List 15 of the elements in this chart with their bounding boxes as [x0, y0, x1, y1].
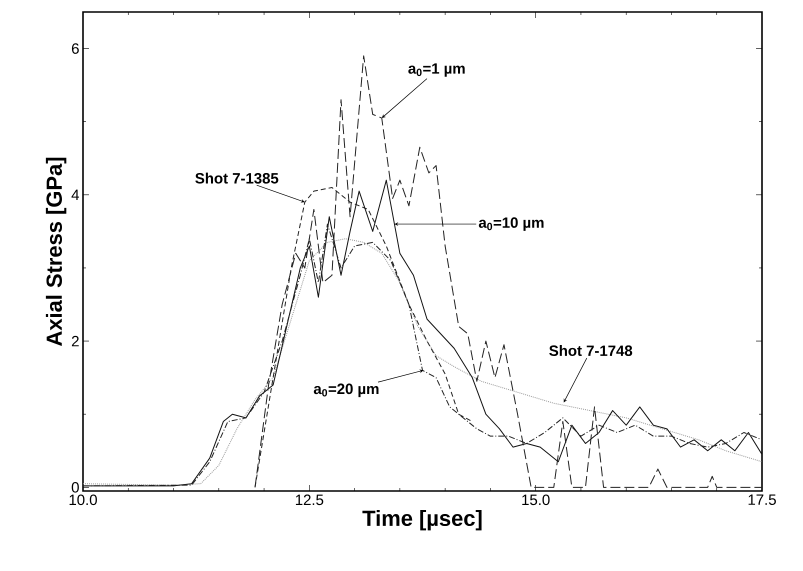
- annotation: Shot 7-1748: [549, 345, 632, 356]
- annotation: a$_{0}$=10 µm: [478, 217, 544, 231]
- annotation: Shot 7-1385: [195, 172, 278, 184]
- y-tick-label: 2: [72, 336, 79, 346]
- x-tick-label: 15.0: [522, 494, 550, 506]
- annotation: a$_{0}$=1 µm: [408, 63, 465, 77]
- y-tick-label: 6: [72, 43, 79, 54]
- y-tick-label: 4: [72, 190, 80, 200]
- x-tick-label: 17.5: [748, 494, 776, 505]
- annotation: a$_{0}$=20 µm: [314, 384, 378, 398]
- x-tick-label: 12.5: [296, 494, 324, 506]
- y-tick-label: 0: [72, 482, 79, 493]
- x-axis-title: Time [µsec]: [362, 510, 482, 530]
- y-axis-title: Axial Stress [GPa]: [46, 158, 66, 346]
- x-tick-label: 10.0: [70, 494, 97, 506]
